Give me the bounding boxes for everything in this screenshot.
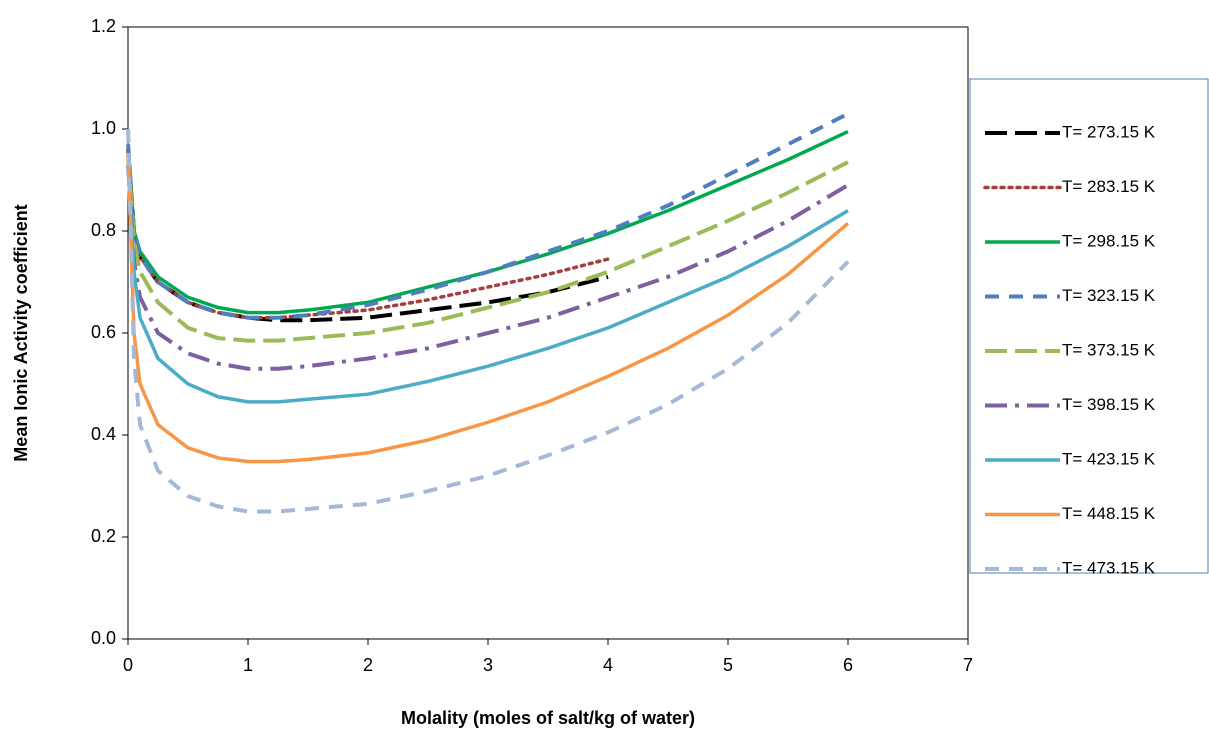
legend-label: T= 398.15 K bbox=[1062, 395, 1156, 414]
legend-label: T= 298.15 K bbox=[1062, 231, 1156, 250]
y-axis-label: Mean Ionic Activity coefficient bbox=[11, 204, 31, 461]
x-axis-label: Molality (moles of salt/kg of water) bbox=[401, 708, 695, 728]
y-tick-label: 0.2 bbox=[91, 526, 116, 546]
legend-label: T= 273.15 K bbox=[1062, 122, 1156, 141]
x-tick-label: 3 bbox=[483, 655, 493, 675]
series-line bbox=[126, 154, 850, 464]
legend-label: T= 323.15 K bbox=[1062, 286, 1156, 305]
y-tick-label: 0.0 bbox=[91, 628, 116, 648]
x-tick-label: 2 bbox=[363, 655, 373, 675]
y-tick-label: 1.2 bbox=[91, 16, 116, 36]
legend-label: T= 473.15 K bbox=[1062, 558, 1156, 577]
y-tick-label: 0.8 bbox=[91, 220, 116, 240]
series-line bbox=[126, 149, 609, 323]
legend-box bbox=[969, 78, 1209, 574]
series-line bbox=[126, 129, 849, 315]
y-tick-label: 1.0 bbox=[91, 118, 116, 138]
series-line bbox=[126, 147, 610, 320]
series-line bbox=[126, 164, 850, 371]
legend-label: T= 423.15 K bbox=[1062, 449, 1156, 468]
series-line bbox=[126, 128, 850, 514]
series-line bbox=[126, 154, 849, 343]
x-tick-label: 6 bbox=[843, 655, 853, 675]
x-tick-label: 7 bbox=[963, 655, 973, 675]
x-tick-label: 1 bbox=[243, 655, 253, 675]
x-tick-label: 0 bbox=[123, 655, 133, 675]
legend-label: T= 373.15 K bbox=[1062, 340, 1156, 359]
y-tick-label: 0.4 bbox=[91, 424, 116, 444]
x-tick-label: 5 bbox=[723, 655, 733, 675]
x-tick-label: 4 bbox=[603, 655, 613, 675]
legend-label: T= 448.15 K bbox=[1062, 504, 1156, 523]
legend-label: T= 283.15 K bbox=[1062, 177, 1156, 196]
y-tick-label: 0.6 bbox=[91, 322, 116, 342]
series-line bbox=[126, 164, 849, 404]
